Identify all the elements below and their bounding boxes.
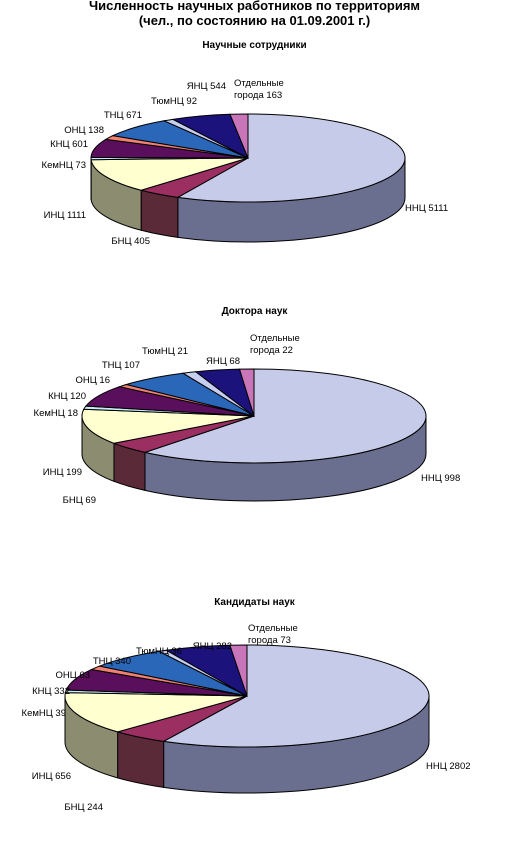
slice-label-тюмнц: ТюмНЦ 36 [136,646,182,657]
slice-label-янц: ЯНЦ 68 [206,356,240,367]
slice-label-янц: ЯНЦ 544 [187,81,226,92]
slice-label-бнц: БНЦ 405 [111,236,150,247]
slice-label-бнц: БНЦ 69 [63,495,96,506]
slice-label-тнц: ТНЦ 671 [104,110,142,121]
slice-label-инц: ИНЦ 656 [32,771,71,782]
pie-svg: ННЦ 2802 БНЦ 244 ИНЦ 656 КемНЦ 39 КНЦ 332 ОНЦ… [0,597,509,843]
slice-label-ннц: ННЦ 998 [421,473,460,484]
pie-svg: ННЦ 998 БНЦ 69 ИНЦ 199 КемНЦ 18 КНЦ 120 ОНЦ 1… [0,306,509,576]
slice-label-ннц: ННЦ 5111 [405,203,448,214]
slice-label-онц: ОНЦ 138 [64,125,104,136]
slice-label-онц: ОНЦ 63 [56,670,90,681]
main-title-line-1: Численность научных работников по террит… [0,0,509,13]
slice-label-инц: ИНЦ 1111 [44,210,86,221]
slice-label-инц: ИНЦ 199 [43,467,82,478]
slice-label-кнц: КНЦ 120 [48,391,86,402]
slice-label-тюмнц: ТюмНЦ 92 [151,96,197,107]
slice-label-кемнц: КемНЦ 39 [22,708,66,719]
pie-svg: ННЦ 5111 БНЦ 405 ИНЦ 1111 КемНЦ 73 КНЦ 601 ОН… [0,40,509,310]
pie-side-бнц [141,190,178,237]
main-title-line-2: (чел., по состоянию на 01.09.2001 г.) [0,13,509,28]
slice-label-тнц: ТНЦ 340 [93,656,131,667]
slice-label-кемнц: КемНЦ 73 [42,160,86,171]
slice-label-тюмнц: ТюмНЦ 21 [142,346,188,357]
slice-label-ннц: ННЦ 2802 [426,761,471,772]
slice-label-янц: ЯНЦ 282 [193,641,232,652]
slice-label-онц: ОНЦ 16 [76,375,110,386]
slice-label-бнц: БНЦ 244 [64,802,103,813]
slice-label-кнц: КНЦ 601 [50,139,88,150]
slice-label-кнц: КНЦ 332 [32,686,70,697]
slice-label-кемнц: КемНЦ 18 [34,408,78,419]
slice-label-тнц: ТНЦ 107 [102,360,140,371]
